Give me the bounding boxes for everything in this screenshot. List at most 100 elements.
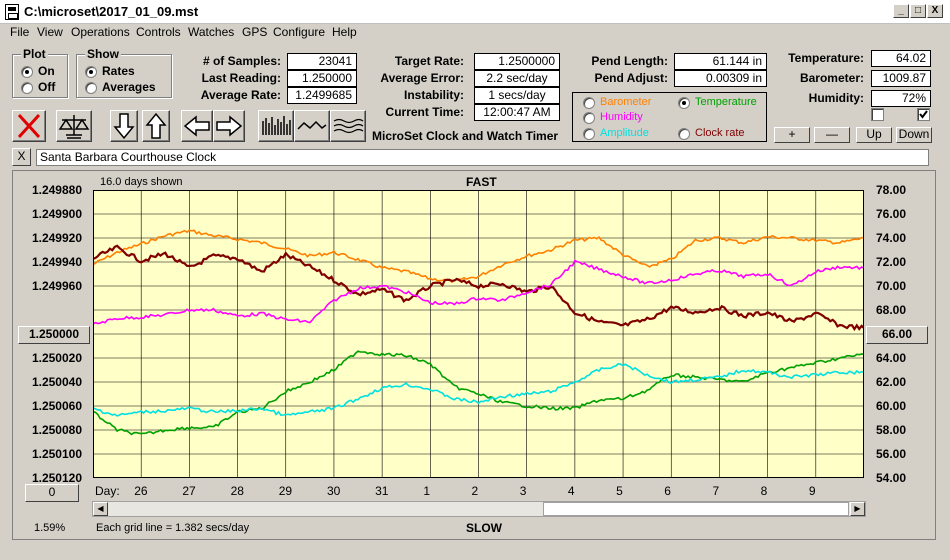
amplitude-radio[interactable] [583,128,595,140]
bar-graph-button[interactable] [258,110,294,142]
barometer-label: Barometer: [799,71,864,85]
left-tick-label: 1.249920 [31,231,82,245]
arrow-left-icon [183,115,210,137]
right-tick-label: 60.00 [876,399,907,413]
barometer-radio[interactable] [583,97,595,109]
day-tick-label: 2 [471,484,479,498]
instability-value: 1 secs/day [474,87,560,104]
pend-length-label: Pend Length: [591,54,668,68]
show-averages-label: Averages [102,80,156,94]
day-tick-label: 26 [134,484,148,498]
series-line-clock-rate [93,244,864,332]
average-error-label: Average Error: [380,71,464,85]
day-tick-label: 27 [182,484,196,498]
arrow-down-icon [113,113,135,140]
average-rate-value: 1.2499685 [287,87,357,104]
average-rate-label: Average Rate: [200,88,281,102]
show-rates-label: Rates [102,64,135,78]
menu-gps[interactable]: GPS [242,25,268,39]
scroll-left-arrow[interactable]: ◀ [93,502,108,516]
day-tick-label: 29 [278,484,293,498]
plot-frame [12,170,936,540]
right-tick-label: 62.00 [876,375,907,389]
app-name: MicroSet Clock and Watch Timer [372,129,559,143]
left-tick-label: 1.250100 [31,447,82,461]
balance-button[interactable] [56,110,92,142]
clock-name-input[interactable]: Santa Barbara Courthouse Clock [36,149,929,166]
up-button[interactable]: Up [856,127,892,143]
arrow-up-button[interactable] [142,110,170,142]
clear-field-button[interactable]: X [12,148,31,166]
menu-bar: File View Operations Controls Watches GP… [0,24,950,42]
checkbox-1[interactable] [871,108,884,121]
menu-watches[interactable]: Watches [188,25,235,39]
day-tick-label: 5 [616,484,623,498]
left-tick-label: 1.250120 [31,471,82,485]
down-button[interactable]: Down [896,127,932,143]
scroll-thumb[interactable] [543,502,849,516]
series-line-temperature [93,350,864,436]
chart-border [93,190,864,478]
last-reading-label: Last Reading: [201,71,281,85]
app-icon[interactable] [5,4,19,20]
left-tick-label: 1.249880 [31,183,82,197]
chart [93,190,864,478]
right-tick-label: 76.00 [876,207,907,221]
arrow-right-button[interactable] [213,110,245,142]
arrow-left-button[interactable] [181,110,213,142]
wave-button[interactable] [294,110,330,142]
close-window-button[interactable]: X [927,4,943,18]
clock-rate-radio[interactable] [678,128,690,140]
samples-value: 23041 [287,53,357,70]
grid-layer [93,190,864,478]
menu-view[interactable]: View [37,25,63,39]
bar-graph-icon [262,116,291,135]
left-tick-label: 1.249940 [31,255,82,269]
percent-label: 1.59% [34,522,66,534]
temperature-value: 64.02 [871,50,931,67]
plot-off-radio[interactable] [21,82,33,94]
plot-on-radio[interactable] [21,66,33,78]
slow-label: SLOW [466,521,502,535]
minimize-button[interactable]: _ [893,4,909,18]
temperature-radio[interactable] [678,97,690,109]
grid-note: Each grid line = 1.382 secs/day [96,522,250,534]
right-tick-label: 54.00 [876,471,907,485]
minus-button[interactable]: — [814,127,850,143]
day-tick-label: 1 [423,484,430,498]
right-readout-button[interactable]: 66.00 [866,326,928,344]
menu-file[interactable]: File [10,25,30,39]
instability-label: Instability: [403,88,464,102]
left-tick-label: 1.250040 [31,375,82,389]
left-tick-label: 1.250020 [31,351,82,365]
humidity-option-label: Humidity [600,111,643,123]
show-averages-radio[interactable] [85,82,97,94]
lower-left-button[interactable]: 0 [25,484,79,502]
right-tick-label: 72.00 [876,255,907,269]
day-tick-label: 30 [326,484,341,498]
checkbox-2[interactable] [917,108,930,121]
time-scrollbar[interactable]: ◀ ▶ [92,501,866,517]
right-tick-label: 64.00 [876,351,907,365]
maximize-button[interactable]: □ [910,4,926,18]
left-tick-label: 1.249960 [31,279,82,293]
arrow-down-button[interactable] [110,110,138,142]
wave-icon [297,120,327,130]
plot-group: Plot On Off [12,47,68,98]
left-readout-button[interactable]: 1.250000 [18,326,90,344]
menu-help[interactable]: Help [332,25,357,39]
multi-wave-button[interactable] [330,110,366,142]
day-tick-label: 9 [808,484,816,498]
menu-controls[interactable]: Controls [136,25,181,39]
humidity-label: Humidity: [808,91,864,105]
right-tick-label: 68.00 [876,303,907,317]
show-rates-radio[interactable] [85,66,97,78]
series-line-amplitude [93,362,864,417]
menu-configure[interactable]: Configure [273,25,326,39]
clear-button[interactable] [12,110,46,142]
menu-operations[interactable]: Operations [71,25,130,39]
scroll-right-arrow[interactable]: ▶ [850,502,865,516]
right-tick-label: 78.00 [876,183,907,197]
humidity-radio[interactable] [583,112,595,124]
plus-button[interactable]: + [774,127,810,143]
